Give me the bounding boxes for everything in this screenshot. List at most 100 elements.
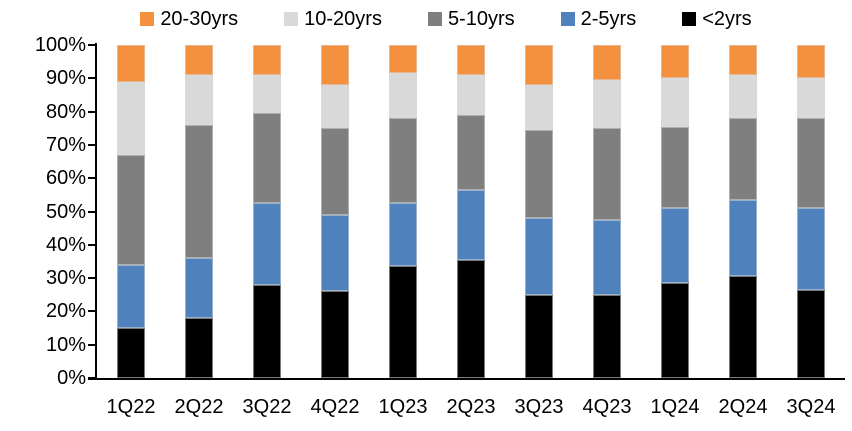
- legend-item-10-20yrs: 10-20yrs: [284, 8, 382, 31]
- y-axis-tick-label: 30%: [45, 267, 86, 290]
- y-axis-tick: [88, 143, 96, 146]
- y-axis-tick-label: 40%: [45, 233, 86, 256]
- y-axis-tick: [88, 310, 96, 313]
- bar-segment-10-20yrs-3Q23: [525, 84, 553, 130]
- y-axis-tick-label: 0%: [57, 367, 86, 389]
- bar-segment-5-10yrs-2Q22: [185, 124, 213, 259]
- y-axis-tick: [88, 277, 96, 280]
- bar-segment-5-10yrs-1Q24: [661, 126, 689, 209]
- legend-swatch-icon: [140, 12, 155, 26]
- y-axis-tick: [88, 77, 96, 80]
- bar-segment--2yrs-2Q22: [185, 318, 213, 378]
- chart-legend: 20-30yrs 10-20yrs 5-10yrs 2-5yrs <2yrs: [40, 4, 852, 34]
- x-axis-label-3Q22: 3Q22: [242, 396, 292, 418]
- legend-item--2yrs: <2yrs: [682, 8, 752, 31]
- bar-segment--2yrs-4Q22: [321, 291, 349, 378]
- bar-segment-2-5yrs-1Q24: [661, 208, 689, 284]
- y-axis-tick-label: 100%: [34, 34, 86, 56]
- bar-2Q23: [457, 45, 485, 378]
- y-axis-tick: [88, 177, 96, 180]
- x-axis-label-1Q23: 1Q23: [378, 396, 428, 418]
- bar-segment-2-5yrs-3Q22: [253, 203, 281, 285]
- bar-1Q24: [661, 45, 689, 378]
- bar-segment-20-30yrs-3Q24: [797, 45, 825, 79]
- x-axis-label-4Q22: 4Q22: [310, 396, 360, 418]
- bar-segment-5-10yrs-3Q22: [253, 113, 281, 204]
- x-axis-label-3Q24: 3Q24: [786, 396, 836, 418]
- bar-segment-2-5yrs-2Q23: [457, 189, 485, 260]
- bar-segment-2-5yrs-2Q22: [185, 258, 213, 319]
- bar-2Q24: [729, 45, 757, 378]
- legend-label: 10-20yrs: [304, 7, 382, 30]
- y-axis-tick: [88, 110, 96, 113]
- legend-label: 20-30yrs: [160, 7, 239, 30]
- bar-segment-2-5yrs-4Q22: [321, 214, 349, 292]
- y-axis-tick: [88, 343, 96, 346]
- bar-4Q22: [321, 45, 349, 378]
- legend-label: 2-5yrs: [580, 7, 637, 30]
- bar-segment--2yrs-2Q23: [457, 259, 485, 378]
- x-axis-label-1Q22: 1Q22: [106, 396, 156, 418]
- bar-segment-2-5yrs-4Q23: [593, 219, 621, 295]
- y-axis-tick: [88, 243, 96, 246]
- y-axis-tick: [88, 44, 96, 46]
- bar-segment-20-30yrs-2Q22: [185, 45, 213, 75]
- bar-1Q23: [389, 45, 417, 378]
- bar-segment-20-30yrs-1Q23: [389, 45, 417, 74]
- bar-segment-5-10yrs-3Q24: [797, 118, 825, 209]
- bar-segment--2yrs-2Q24: [729, 276, 757, 378]
- bar-3Q23: [525, 45, 553, 378]
- y-axis-tick-label: 90%: [45, 67, 86, 90]
- bar-segment-20-30yrs-1Q22: [117, 45, 145, 82]
- bar-segment--2yrs-3Q23: [525, 294, 553, 378]
- bar-segment--2yrs-1Q24: [661, 283, 689, 378]
- bar-segment-2-5yrs-1Q22: [117, 264, 145, 329]
- x-axis-label-2Q22: 2Q22: [174, 396, 224, 418]
- legend-label: 5-10yrs: [447, 7, 515, 30]
- bar-segment-10-20yrs-2Q23: [457, 74, 485, 115]
- bar-segment-10-20yrs-1Q22: [117, 81, 145, 155]
- y-axis-tick: [88, 210, 96, 213]
- x-axis-label-4Q23: 4Q23: [582, 396, 632, 418]
- bar-segment-2-5yrs-3Q23: [525, 218, 553, 295]
- legend-item-5-10yrs: 5-10yrs: [427, 7, 515, 31]
- bar-segment--2yrs-4Q23: [593, 294, 621, 378]
- bar-2Q22: [185, 45, 213, 378]
- legend-swatch-icon: [427, 12, 442, 26]
- y-axis-tick-label: 20%: [45, 300, 86, 323]
- bar-segment-20-30yrs-3Q23: [525, 45, 553, 85]
- bar-segment-2-5yrs-2Q24: [729, 199, 757, 277]
- bar-segment-10-20yrs-1Q24: [661, 78, 689, 127]
- legend-swatch-icon: [682, 12, 697, 26]
- bar-segment-20-30yrs-3Q22: [253, 45, 281, 75]
- legend-item-2-5yrs: 2-5yrs: [560, 7, 637, 31]
- y-axis-tick-label: 70%: [45, 133, 86, 156]
- bar-segment-20-30yrs-1Q24: [661, 45, 689, 79]
- bar-3Q24: [797, 45, 825, 378]
- bar-segment-20-30yrs-2Q23: [457, 45, 485, 75]
- x-axis-label-1Q24: 1Q24: [650, 396, 700, 418]
- bar-segment-20-30yrs-2Q24: [729, 45, 757, 75]
- bar-segment-5-10yrs-1Q22: [117, 154, 145, 265]
- x-axis-label-2Q23: 2Q23: [446, 396, 496, 418]
- y-axis-tick: [88, 377, 96, 379]
- bar-segment-5-10yrs-1Q23: [389, 118, 417, 204]
- bar-segment--2yrs-1Q22: [117, 328, 145, 378]
- bar-segment--2yrs-1Q23: [389, 266, 417, 378]
- bar-1Q22: [117, 45, 145, 378]
- y-axis-tick-label: 80%: [45, 100, 86, 123]
- y-axis-tick-label: 50%: [45, 200, 86, 223]
- bar-segment-20-30yrs-4Q22: [321, 45, 349, 85]
- bar-segment-10-20yrs-4Q23: [593, 79, 621, 129]
- bar-segment--2yrs-3Q24: [797, 289, 825, 378]
- y-axis-line: [95, 43, 97, 380]
- bar-segment-5-10yrs-4Q23: [593, 128, 621, 220]
- bar-segment-5-10yrs-3Q23: [525, 129, 553, 219]
- x-axis-label-3Q23: 3Q23: [514, 396, 564, 418]
- bar-segment-2-5yrs-3Q24: [797, 208, 825, 290]
- bar-segment-2-5yrs-1Q23: [389, 203, 417, 267]
- bar-segment-10-20yrs-2Q24: [729, 74, 757, 119]
- bar-segment-10-20yrs-4Q22: [321, 84, 349, 129]
- bar-segment-5-10yrs-4Q22: [321, 128, 349, 215]
- bar-segment-10-20yrs-3Q24: [797, 78, 825, 119]
